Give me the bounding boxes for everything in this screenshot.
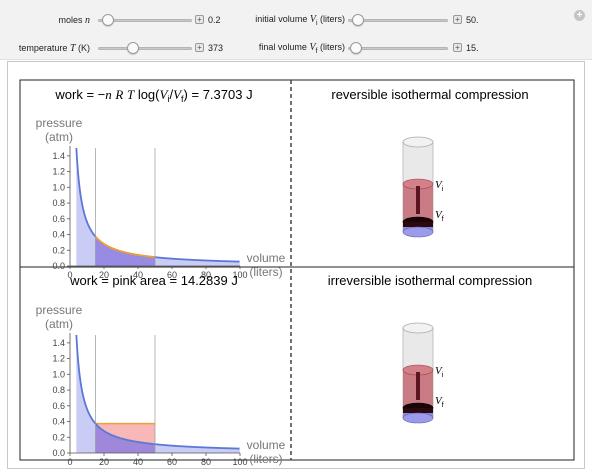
x-tick-label: 80 — [201, 270, 211, 280]
y-axis-label: pressure — [36, 116, 83, 130]
initial-volume-slider-track — [348, 19, 448, 22]
output-panel: work = −n R T log(Vi/Vf) = 7.3703 J reve… — [7, 61, 585, 469]
reversible-work-formula: work = −n R T log(Vi/Vf) = 7.3703 J — [54, 87, 252, 104]
x-tick-label: 20 — [99, 457, 109, 467]
initial-volume-expand-icon[interactable]: + — [453, 15, 462, 24]
output-graphic: work = −n R T log(Vi/Vf) = 7.3703 J reve… — [19, 79, 575, 467]
area-under-curve — [76, 335, 240, 453]
piston-rod — [416, 372, 420, 400]
final-volume-slider[interactable] — [348, 41, 448, 55]
cylinder-top-rim — [402, 136, 434, 148]
y-tick-label: 0.2 — [52, 432, 65, 442]
x-tick-label: 60 — [167, 270, 177, 280]
initial-volume-marker-label: Vi — [435, 179, 444, 193]
compression-path — [94, 236, 156, 259]
temperature-slider-thumb[interactable] — [126, 42, 139, 54]
final-volume-marker-label: Vf — [435, 209, 444, 223]
y-tick-label: 1.4 — [52, 151, 65, 161]
moles-label: moles n — [58, 14, 90, 26]
temperature-value: 373 — [208, 43, 224, 53]
final-volume-expand-icon[interactable]: + — [453, 43, 462, 52]
piston-side — [403, 222, 433, 227]
y-tick-label: 0.4 — [52, 417, 65, 427]
y-tick-label: 1.2 — [52, 354, 65, 364]
reversible-cylinder-graphic: Vi Vf — [402, 136, 444, 238]
temperature-expand-icon[interactable]: + — [195, 43, 204, 52]
moles-control: moles n + 0.2 — [0, 13, 240, 27]
y-tick-label: 1.4 — [52, 338, 65, 348]
cylinder-bottom — [402, 412, 434, 424]
y-tick-label: 0.0 — [52, 261, 65, 271]
y-tick-label: 0.6 — [52, 214, 65, 224]
y-tick-label: 0.0 — [52, 448, 65, 458]
piston-side — [403, 408, 433, 413]
work-area-under-curve — [95, 423, 155, 453]
final-volume-label: final volume Vf (liters) — [258, 41, 345, 55]
moles-slider-thumb[interactable] — [102, 14, 115, 26]
irreversible-title: irreversible isothermal compression — [328, 273, 532, 288]
irreversible-cylinder-graphic: Vi Vf — [402, 322, 444, 424]
final-volume-marker-label: Vf — [435, 395, 444, 409]
x-axis-label: volume — [247, 438, 286, 452]
y-tick-label: 0.8 — [52, 198, 65, 208]
y-tick-label: 1.0 — [52, 182, 65, 192]
y-tick-label: 1.0 — [52, 369, 65, 379]
final-volume-value: 15. — [466, 43, 479, 53]
x-axis-unit: (liters) — [249, 452, 282, 466]
initial-volume-slider-thumb[interactable] — [352, 14, 365, 26]
reversible-title: reversible isothermal compression — [331, 87, 528, 102]
y-tick-label: 1.2 — [52, 167, 65, 177]
moles-value: 0.2 — [208, 15, 221, 25]
temperature-control: temperature T (K) + 373 — [0, 41, 240, 55]
x-tick-label: 100 — [232, 270, 247, 280]
y-tick-label: 0.2 — [52, 245, 65, 255]
final-volume-control: final volume Vf (liters) + 15. — [240, 41, 500, 55]
x-tick-label: 0 — [67, 270, 72, 280]
isotherm-curve — [75, 334, 240, 450]
y-tick-label: 0.8 — [52, 385, 65, 395]
reversible-pv-plot: 0 20 40 60 80 100 0.0 0.2 0.4 0.6 0.8 1.0 1.2 1.4 pres… — [36, 116, 286, 280]
y-axis-label: pressure — [36, 303, 83, 317]
final-volume-slider-track — [348, 47, 448, 50]
piston-rod — [416, 186, 420, 214]
area-under-curve — [76, 148, 240, 266]
moles-expand-icon[interactable]: + — [195, 15, 204, 24]
initial-volume-slider[interactable] — [348, 13, 448, 27]
controls-panel: moles n + 0.2 temperature T (K) + 373 in… — [0, 0, 592, 60]
x-tick-label: 60 — [167, 457, 177, 467]
temperature-label: temperature T (K) — [18, 42, 90, 54]
cylinder-bottom — [402, 226, 434, 238]
work-area — [95, 236, 155, 266]
x-tick-label: 40 — [133, 457, 143, 467]
initial-volume-control: initial volume Vi (liters) + 50. — [240, 13, 500, 27]
y-tick-label: 0.4 — [52, 230, 65, 240]
x-axis-label: volume — [247, 251, 286, 265]
irreversible-pv-plot: 0 20 40 60 80 100 0.0 0.2 0.4 0.6 0.8 1.0 1.2 1.4 pres… — [36, 303, 286, 467]
irreversible-work-formula: work = pink area = 14.2839 J — [69, 273, 238, 288]
x-axis-unit: (liters) — [249, 265, 282, 279]
y-tick-label: 0.6 — [52, 401, 65, 411]
y-axis-unit: (atm) — [45, 130, 73, 144]
initial-volume-label: initial volume Vi (liters) — [255, 13, 345, 27]
grid-frame — [19, 79, 575, 461]
moles-slider-track — [98, 19, 192, 22]
x-tick-label: 80 — [201, 457, 211, 467]
x-tick-label: 20 — [99, 270, 109, 280]
temperature-slider-track — [98, 47, 192, 50]
y-axis-unit: (atm) — [45, 317, 73, 331]
options-plus-icon[interactable]: + — [574, 10, 585, 21]
final-volume-slider-thumb[interactable] — [349, 42, 362, 54]
initial-volume-value: 50. — [466, 15, 479, 25]
x-tick-label: 100 — [232, 457, 247, 467]
temperature-slider[interactable] — [98, 41, 192, 55]
x-tick-label: 0 — [67, 457, 72, 467]
initial-volume-marker-label: Vi — [435, 365, 444, 379]
cylinder-top-rim — [402, 322, 434, 334]
x-tick-label: 40 — [133, 270, 143, 280]
moles-slider[interactable] — [98, 13, 192, 27]
